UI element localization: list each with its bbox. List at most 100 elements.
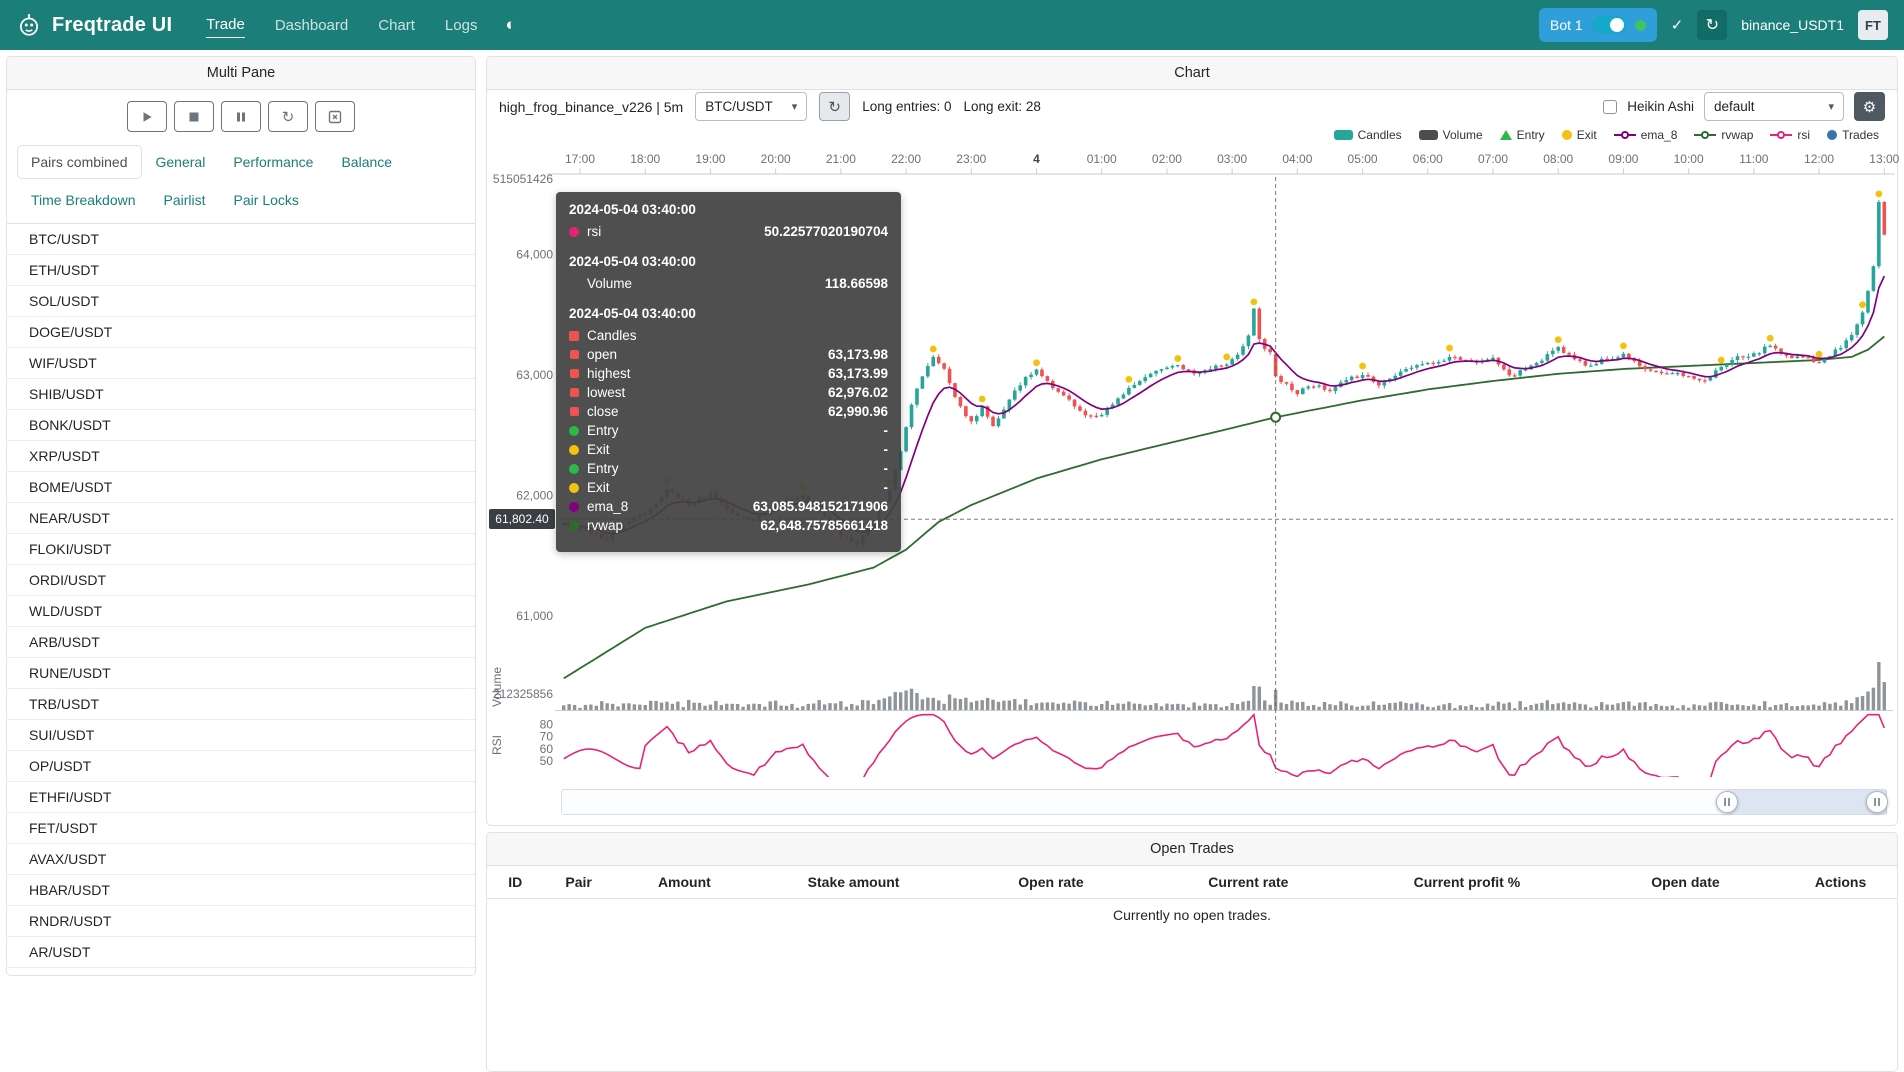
tab-pair-locks[interactable]: Pair Locks <box>233 192 299 208</box>
col-open-date[interactable]: Open date <box>1651 874 1720 890</box>
open-trades-title: Open Trades <box>487 833 1897 866</box>
pair-list-item[interactable]: SOL/USDT <box>7 286 475 317</box>
col-actions[interactable]: Actions <box>1814 874 1867 890</box>
reload-trades-button[interactable]: ↻ <box>268 101 308 132</box>
pair-list-item[interactable]: SHIB/USDT <box>7 379 475 410</box>
legend-label: Candles <box>1357 128 1402 142</box>
tooltip-row: close 62,990.96 <box>569 402 888 421</box>
svg-text:23:00: 23:00 <box>956 152 986 166</box>
tab-performance[interactable]: Performance <box>233 154 314 170</box>
pair-list-item[interactable]: ORDI/USDT <box>7 565 475 596</box>
pair-list-item[interactable]: ETH/USDT <box>7 255 475 286</box>
pair-list-item[interactable]: FET/USDT <box>7 813 475 844</box>
svg-text:60: 60 <box>540 742 554 756</box>
tab-balance[interactable]: Balance <box>341 154 393 170</box>
bot-toggle[interactable] <box>1591 16 1626 34</box>
svg-text:05:00: 05:00 <box>1348 152 1378 166</box>
plot-config-select[interactable]: default ▾ <box>1704 92 1844 121</box>
svg-text:20:00: 20:00 <box>761 152 791 166</box>
legend-rvwap[interactable]: rvwap <box>1694 128 1753 142</box>
datazoom-selected-range[interactable] <box>1727 790 1887 814</box>
legend-label: rsi <box>1797 128 1811 142</box>
legend-entry[interactable]: Entry <box>1499 128 1545 142</box>
tab-pairs-combined[interactable]: Pairs combined <box>17 145 142 179</box>
tooltip-row: Entry - <box>569 421 888 440</box>
svg-text:515051426: 515051426 <box>493 172 553 186</box>
pair-list-item[interactable]: OP/USDT <box>7 751 475 782</box>
col-stake-amount[interactable]: Stake amount <box>807 874 900 890</box>
pair-list-item[interactable]: WLD/USDT <box>7 596 475 627</box>
col-current-rate[interactable]: Current rate <box>1208 874 1289 890</box>
col-pair[interactable]: Pair <box>565 874 592 890</box>
legend-trades[interactable]: Trades <box>1827 128 1879 142</box>
stop-button[interactable] <box>174 101 214 132</box>
user-avatar[interactable]: FT <box>1858 10 1888 40</box>
Entry-tooltip-marker <box>569 463 579 474</box>
col-id[interactable]: ID <box>508 874 523 890</box>
pair-list-item[interactable]: AR/USDT <box>7 937 475 968</box>
pair-list-item[interactable]: RUNE/USDT <box>7 658 475 689</box>
tooltip-row: ema_8 63,085.948152171906 <box>569 497 888 516</box>
refresh-chart-button[interactable]: ↻ <box>819 92 851 121</box>
pair-list-item[interactable]: BONK/USDT <box>7 410 475 441</box>
pair-list-item[interactable]: HBAR/USDT <box>7 875 475 906</box>
pair-list-item[interactable]: ETHFI/USDT <box>7 782 475 813</box>
nav-item-trade[interactable]: Trade <box>206 12 245 38</box>
pair-list-item[interactable]: ARB/USDT <box>7 627 475 658</box>
tab-time-breakdown[interactable]: Time Breakdown <box>31 192 136 208</box>
tab-pairlist[interactable]: Pairlist <box>163 192 206 208</box>
pair-list-item[interactable]: FLOKI/USDT <box>7 534 475 565</box>
legend-ema_8[interactable]: ema_8 <box>1613 128 1677 142</box>
close-tooltip-marker <box>570 407 579 416</box>
legend-exit[interactable]: Exit <box>1561 128 1597 142</box>
datazoom-right-handle[interactable] <box>1866 791 1888 813</box>
pair-list-item[interactable]: NEAR/USDT <box>7 503 475 534</box>
pause-button[interactable] <box>221 101 261 132</box>
svg-text:4: 4 <box>1033 152 1040 166</box>
pair-list-item[interactable]: WIF/USDT <box>7 348 475 379</box>
legend-candles[interactable]: Candles <box>1333 128 1402 142</box>
datazoom-left-handle[interactable] <box>1716 791 1738 813</box>
plot-settings-button[interactable]: ⚙ <box>1854 92 1885 121</box>
tab-general[interactable]: General <box>155 154 206 170</box>
chart-panel: Chart high_frog_binance_v226 | 5m BTC/US… <box>486 56 1899 826</box>
pair-list-item[interactable]: AVAX/USDT <box>7 844 475 875</box>
reload-bot-button[interactable]: ↻ <box>1697 10 1728 40</box>
pair-list-item[interactable]: TRB/USDT <box>7 689 475 720</box>
pair-list-item[interactable]: BTC/USDT <box>7 224 475 255</box>
start-button[interactable] <box>127 101 167 132</box>
lowest-tooltip-marker <box>570 388 579 397</box>
chart-canvas[interactable]: 17:00 18:00 19:00 20:00 21:00 22:00 23:00 4 01:0… <box>487 147 1899 777</box>
pair-list-item[interactable]: XRP/USDT <box>7 441 475 472</box>
pair-select[interactable]: BTC/USDT ▾ <box>695 92 808 121</box>
long-exit-label: Long exit: 28 <box>963 99 1041 114</box>
pair-list-item[interactable]: DOGE/USDT <box>7 317 475 348</box>
pair-list-item[interactable]: RNDR/USDT <box>7 906 475 937</box>
tooltip-row: Volume 118.66598 <box>587 276 888 291</box>
svg-text:09:00: 09:00 <box>1608 152 1638 166</box>
heikin-ashi-checkbox[interactable] <box>1603 99 1618 114</box>
nav-item-chart[interactable]: Chart <box>378 16 415 34</box>
legend-volume[interactable]: Volume <box>1418 128 1483 142</box>
ema_8-tooltip-marker <box>569 501 579 512</box>
theme-toggle-icon[interactable]: ◐ <box>505 15 516 34</box>
Exit-tooltip-marker <box>569 444 579 455</box>
freqtrade-logo-icon <box>16 12 42 38</box>
bot-selector[interactable]: Bot 1 <box>1538 8 1657 42</box>
nav-item-logs[interactable]: Logs <box>444 16 478 34</box>
pair-list-item[interactable]: SUI/USDT <box>7 720 475 751</box>
legend-rsi[interactable]: rsi <box>1770 128 1810 142</box>
nav-item-dashboard[interactable]: Dashboard <box>274 16 349 34</box>
col-open-rate[interactable]: Open rate <box>1018 874 1084 890</box>
col-current-profit-[interactable]: Current profit % <box>1413 874 1521 890</box>
svg-text:212325856: 212325856 <box>493 687 553 701</box>
datazoom-slider[interactable] <box>561 789 1888 815</box>
multi-pane-tabs: Pairs combined General Performance Balance T… <box>7 141 475 223</box>
pair-list-item[interactable]: BOME/USDT <box>7 472 475 503</box>
candlestick-chart[interactable]: 17:00 18:00 19:00 20:00 21:00 22:00 23:00 4 01:0… <box>487 147 1899 777</box>
multi-pane-panel: Multi Pane ↻ Pairs combined General Perfor… <box>6 56 476 976</box>
col-amount[interactable]: Amount <box>657 874 711 890</box>
cancel-open-orders-button[interactable] <box>315 101 355 132</box>
svg-text:19:00: 19:00 <box>695 152 725 166</box>
bot-toggle-knob <box>1609 18 1624 32</box>
